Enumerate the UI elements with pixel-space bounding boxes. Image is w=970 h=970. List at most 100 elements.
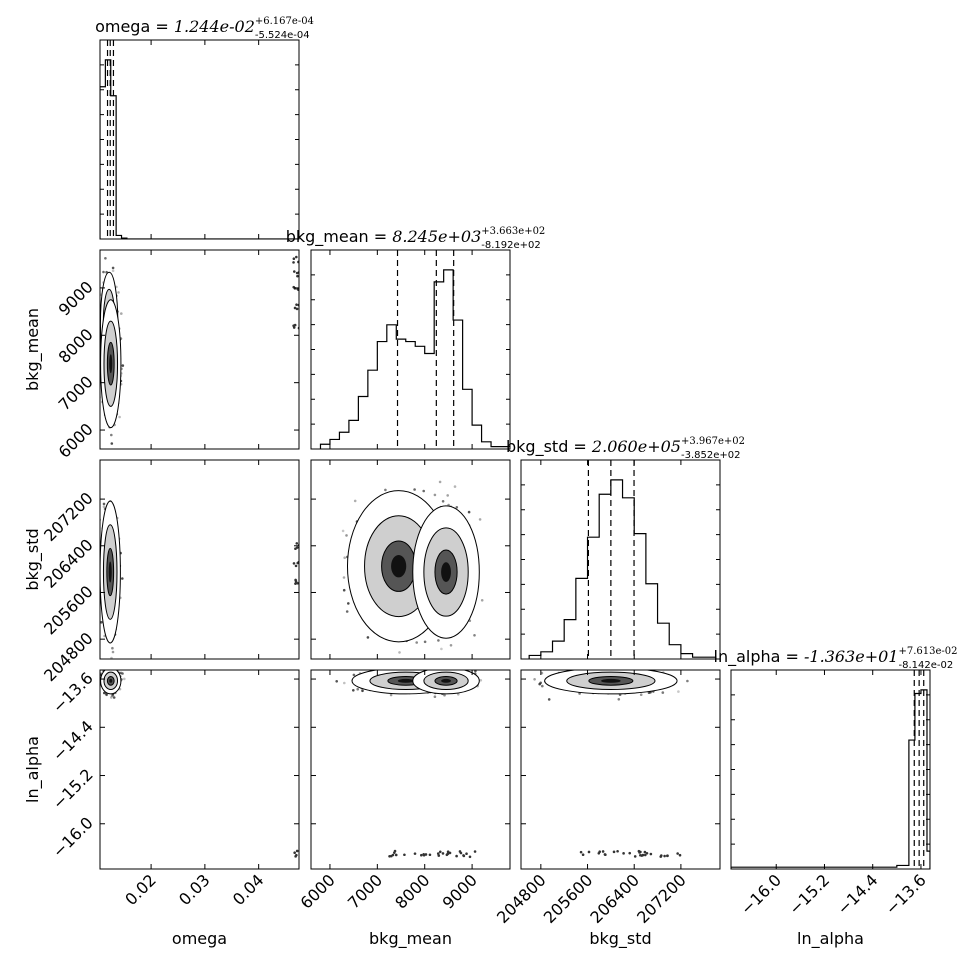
panel-content	[341, 480, 484, 669]
sample-point	[473, 634, 476, 637]
outlier-point	[292, 326, 296, 329]
outlier-point	[295, 303, 298, 306]
sample-point	[446, 494, 450, 497]
panel-content	[319, 250, 510, 449]
sample-point	[366, 636, 370, 639]
outlier-point	[295, 546, 299, 549]
y-tick-label: 9000	[55, 277, 97, 319]
y-tick-label: 6000	[55, 419, 97, 461]
density-peak	[391, 555, 407, 578]
outlier-point	[293, 306, 297, 310]
density-peak	[109, 354, 113, 374]
scatter-points	[100, 255, 299, 445]
sample-point	[422, 489, 426, 493]
sample-point	[102, 270, 105, 274]
sample-point	[111, 646, 114, 650]
panel-frame	[99, 249, 300, 450]
panel-content	[100, 40, 299, 239]
y-tick-label: 8000	[55, 325, 97, 367]
outlier-point	[296, 561, 299, 565]
sample-point	[104, 257, 107, 260]
sample-point	[480, 599, 484, 602]
panel-bkg_mean-bkg_mean	[310, 249, 511, 450]
sample-point	[121, 364, 125, 367]
sample-point	[118, 415, 121, 419]
sample-point	[345, 534, 348, 537]
sample-point	[111, 667, 114, 670]
sample-point	[437, 660, 440, 663]
sample-point	[438, 480, 442, 484]
sample-point	[467, 510, 471, 514]
histogram-omega	[100, 59, 299, 239]
panel-bkg_std-bkg_mean	[310, 459, 511, 669]
sample-point	[109, 665, 112, 668]
sample-point	[386, 666, 389, 669]
histogram-bkg_std	[528, 479, 717, 659]
sample-point	[449, 644, 453, 647]
sample-point	[342, 576, 346, 579]
sample-point	[121, 577, 124, 580]
sample-point	[341, 529, 345, 533]
sample-point	[121, 672, 124, 675]
sample-point	[423, 640, 427, 644]
sample-point	[353, 499, 357, 503]
sample-point	[413, 488, 416, 491]
outlier-point	[295, 542, 299, 545]
sample-point	[117, 291, 120, 294]
sample-point	[478, 518, 482, 521]
scatter-points	[97, 665, 299, 858]
y-tick-label: 207200	[40, 488, 97, 545]
y-axis-label: bkg_std	[23, 528, 43, 590]
density-peak	[441, 562, 451, 582]
outlier-point	[296, 274, 299, 278]
density-peak	[108, 561, 112, 583]
sample-point	[440, 647, 443, 651]
sample-point	[345, 610, 349, 613]
sample-point	[111, 650, 115, 654]
sample-point	[102, 502, 106, 506]
outlier-point	[292, 257, 296, 261]
sample-point	[111, 269, 115, 273]
sample-point	[110, 442, 114, 445]
outlier-point	[293, 323, 297, 327]
sample-point	[384, 488, 387, 492]
sample-point	[437, 639, 440, 642]
outlier-point	[296, 581, 299, 585]
sample-point	[97, 679, 100, 682]
sample-point	[343, 556, 347, 559]
sample-point	[433, 493, 437, 497]
sample-point	[453, 485, 457, 488]
panel-content	[97, 665, 299, 858]
sample-point	[110, 656, 113, 659]
scatter-points	[100, 500, 299, 659]
sample-point	[347, 602, 350, 605]
outlier-point	[295, 307, 299, 311]
panel-frame	[99, 459, 300, 660]
corner-panels: 6000700080009000bkg_mean2048002056002064…	[23, 16, 958, 949]
sample-point	[342, 588, 346, 592]
panel-content	[100, 255, 299, 445]
sample-point	[100, 621, 103, 624]
y-axis-label: bkg_mean	[23, 308, 43, 391]
panel-omega-omega	[99, 39, 300, 240]
outlier-point	[292, 270, 296, 273]
sample-point	[110, 433, 113, 437]
sample-point	[109, 666, 112, 669]
panel-content	[528, 460, 717, 659]
sample-point	[441, 500, 445, 503]
panel-content	[100, 500, 299, 659]
outlier-point	[294, 582, 297, 585]
y-tick-label: 206400	[40, 535, 97, 592]
outlier-point	[294, 580, 298, 583]
sample-point	[398, 651, 401, 654]
panel-frame	[99, 39, 300, 240]
sample-point	[120, 312, 123, 315]
y-tick-label: 205600	[40, 582, 97, 639]
outlier-point	[292, 562, 296, 565]
outlier-point	[292, 261, 295, 264]
histogram-bkg_mean	[319, 269, 510, 449]
